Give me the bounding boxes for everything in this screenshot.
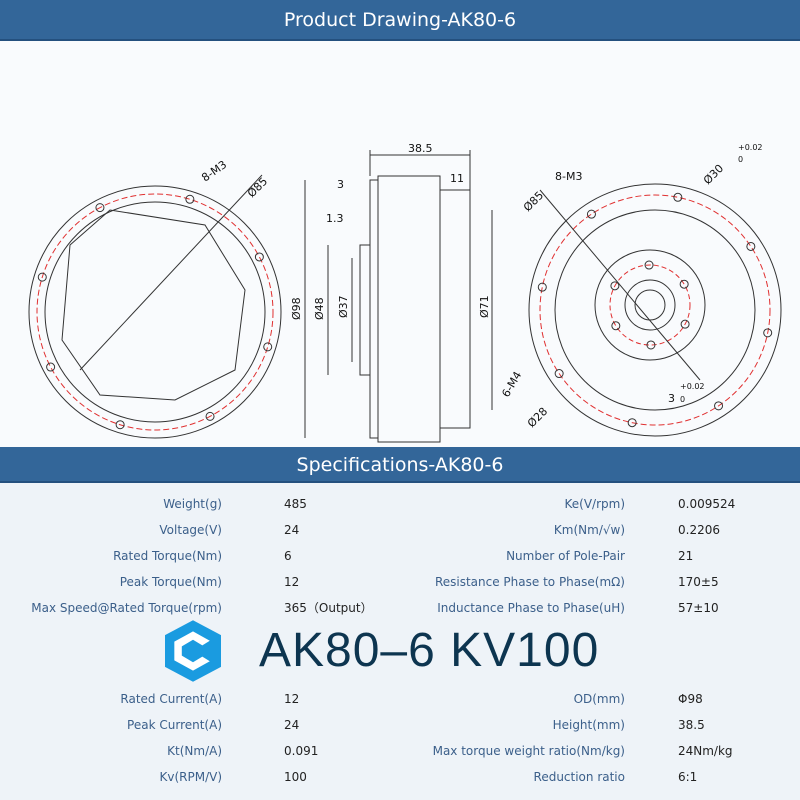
- mounting-hole: [554, 369, 564, 379]
- spec-label: Max torque weight ratio(Nm/kg): [432, 744, 625, 758]
- spec-label: OD(mm): [573, 692, 625, 706]
- spec-label: Resistance Phase to Phase(mΩ): [434, 575, 625, 589]
- model-banner: AK80–6 KV100: [165, 620, 599, 682]
- mounting-hole: [611, 321, 621, 331]
- spec-value: 0.2206: [678, 523, 720, 537]
- mounting-hole: [115, 420, 125, 430]
- mounting-hole: [46, 362, 56, 372]
- mounting-hole: [627, 418, 637, 428]
- spec-value: 6:1: [678, 770, 698, 784]
- spec-label: Height(mm): [552, 718, 625, 732]
- d37-dim: Ø37: [337, 295, 350, 318]
- m4-holes-label: 6-M4: [499, 369, 524, 399]
- spec-label: Km(Nm/√w): [553, 523, 625, 537]
- spec-value: 57±10: [678, 601, 719, 615]
- brand-logo: [165, 620, 221, 682]
- d71-dim: Ø71: [478, 295, 491, 318]
- mounting-hole: [763, 328, 773, 338]
- mounting-hole: [644, 260, 654, 270]
- height-dim: 38.5: [408, 142, 433, 155]
- spec-label: Voltage(V): [159, 523, 222, 537]
- spec-label: Kt(Nm/A): [167, 744, 222, 758]
- spec-value: 0.091: [284, 744, 319, 758]
- spec-value: 365（Output）: [284, 601, 373, 615]
- product-drawing: 8-M3 Ø85 38.5 3 11 1.3 Ø98 Ø48 Ø37 Ø71 8…: [0, 41, 800, 447]
- drawing-header: Product Drawing-AK80-6: [0, 0, 800, 41]
- spec-label: Max Speed@Rated Torque(rpm): [31, 601, 222, 615]
- bore-tolerance: +0.02: [738, 143, 763, 152]
- spec-value: 12: [284, 692, 300, 706]
- spec-title: Specifications-AK80-6: [296, 454, 504, 476]
- mounting-hole: [95, 203, 105, 213]
- d28-dim: Ø28: [525, 405, 550, 430]
- right-view: 8-M3 Ø85 Ø30 +0.02 0 6-M4 Ø28 3 +0.02 0: [499, 143, 782, 437]
- spec-label: Peak Torque(Nm): [119, 575, 222, 589]
- spec-header: Specifications-AK80-6: [0, 447, 800, 483]
- spec-value: 6: [284, 549, 292, 563]
- spec-value: 0.009524: [678, 497, 736, 511]
- mounting-hole: [679, 279, 689, 289]
- mounting-hole: [254, 252, 264, 262]
- step-dim: 1.3: [326, 212, 344, 225]
- spec-value: 24: [284, 718, 300, 732]
- mounting-hole: [714, 401, 724, 411]
- mounting-hole: [610, 281, 620, 291]
- spec-value: Φ98: [678, 692, 703, 706]
- spec-value: 170±5: [678, 575, 719, 589]
- key-dim: 3: [668, 392, 675, 405]
- flange-dim: 3: [337, 178, 344, 191]
- mounting-hole: [205, 411, 215, 421]
- mounting-hole: [680, 319, 690, 329]
- bore-tolerance-low: 0: [738, 155, 743, 164]
- side-view: 38.5 3 11 1.3 Ø98 Ø48 Ø37 Ø71: [290, 142, 493, 443]
- bore-dim: Ø30: [701, 162, 726, 187]
- od-dim: Ø98: [290, 297, 303, 320]
- left-holes-label: 8-M3: [199, 158, 229, 184]
- key-tolerance: +0.02: [680, 382, 705, 391]
- mounting-hole: [646, 340, 656, 350]
- d48-dim: Ø48: [313, 297, 326, 320]
- key-tolerance-low: 0: [680, 395, 685, 404]
- spec-label: Weight(g): [163, 497, 222, 511]
- spec-label: Ke(V/rpm): [564, 497, 625, 511]
- spec-value: 21: [678, 549, 694, 563]
- spec-table: Weight(g) 485 Voltage(V) 24 Rated Torque(Nm)…: [0, 483, 800, 800]
- spec-value: 38.5: [678, 718, 705, 732]
- spec-label: Kv(RPM/V): [159, 770, 222, 784]
- model-title: AK80–6 KV100: [259, 624, 600, 677]
- spec-value: 485: [284, 497, 307, 511]
- left-view: 8-M3 Ø85: [28, 158, 282, 439]
- left-diameter-label: Ø85: [245, 175, 270, 200]
- spec-label: Number of Pole-Pair: [506, 549, 625, 563]
- spec-value: 24Nm/kg: [678, 744, 733, 758]
- mounting-hole: [185, 194, 195, 204]
- top-step-dim: 11: [450, 172, 464, 185]
- right-holes-label: 8-M3: [555, 170, 582, 183]
- spec-value: 100: [284, 770, 307, 784]
- spec-value: 24: [284, 523, 300, 537]
- mounting-hole: [673, 192, 683, 202]
- spec-label: Reduction ratio: [533, 770, 625, 784]
- mounting-hole: [586, 209, 596, 219]
- mounting-hole: [37, 272, 47, 282]
- spec-label: Inductance Phase to Phase(uH): [437, 601, 625, 615]
- drawing-title: Product Drawing-AK80-6: [283, 9, 517, 31]
- mounting-hole: [537, 282, 547, 292]
- mounting-hole: [746, 241, 756, 251]
- mounting-hole: [263, 342, 273, 352]
- technical-drawing: 8-M3 Ø85 38.5 3 11 1.3 Ø98 Ø48 Ø37 Ø71 8…: [28, 142, 782, 443]
- spec-label: Rated Current(A): [120, 692, 222, 706]
- spec-value: 12: [284, 575, 300, 589]
- spec-label: Rated Torque(Nm): [113, 549, 222, 563]
- spec-label: Peak Current(A): [127, 718, 222, 732]
